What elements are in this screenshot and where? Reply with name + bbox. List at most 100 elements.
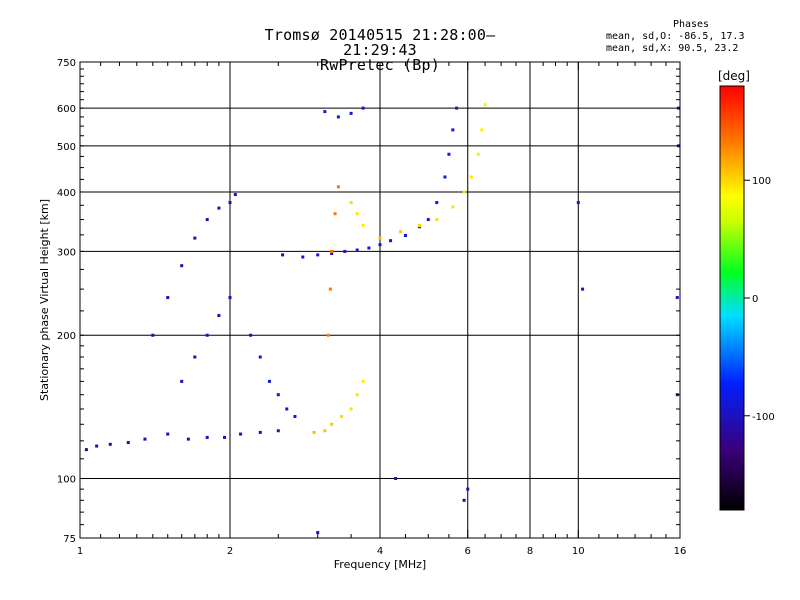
scatter-point [466,487,470,491]
phase-stats-heading: Phases [672,19,710,30]
colorbar-tick-label: -100 [752,412,775,423]
scatter-point [239,432,243,436]
scatter-point [361,224,365,228]
scatter-point [462,190,466,194]
scatter-point [378,243,382,247]
scatter-point [361,379,365,383]
scatter-point [228,296,232,300]
scatter-point [228,201,232,205]
y-tick-label: 750 [57,58,76,69]
scatter-point [180,264,184,268]
scatter-point [166,296,170,300]
scatter-point [443,175,447,179]
scatter-point [426,218,430,222]
scatter-point [355,248,359,252]
phase-stats-x: mean, sd,X: 90.5, 23.2 [606,43,739,54]
x-tick-label: 10 [572,546,585,557]
scatter-point [675,296,679,300]
scatter-point [258,355,262,359]
y-tick-label: 75 [63,534,76,545]
scatter-point [193,236,197,240]
scatter-point [330,251,334,255]
scatter-point [361,106,365,110]
y-tick-label: 500 [57,142,76,153]
scatter-points [84,103,681,535]
title-line-1: Tromsø 20140515 21:28:00–21:29:43 [264,26,496,59]
scatter-point [328,287,332,291]
scatter-point [301,255,305,259]
x-tick-label: 6 [465,546,471,557]
scatter-point [95,444,99,448]
x-tick-label: 1 [77,546,83,557]
scatter-point [447,152,451,156]
chart-title: Tromsø 20140515 21:28:00–21:29:43 RwPret… [250,28,510,73]
scatter-point [108,442,112,446]
scatter-point [316,253,320,257]
scatter-point [476,152,480,156]
scatter-point [143,437,147,441]
plot-grid [80,62,680,538]
y-tick-label: 300 [57,247,76,258]
colorbar-tick-label: 100 [752,176,771,187]
scatter-point [367,246,371,250]
scatter-point [480,128,484,132]
scatter-point [186,437,190,441]
y-tick-label: 600 [57,104,76,115]
colorbar-gradient [719,85,745,511]
scatter-point [258,430,262,434]
scatter-point [285,407,289,411]
scatter-point [435,218,439,222]
scatter-point [205,435,209,439]
scatter-point [399,230,403,234]
x-tick-label: 4 [377,546,383,557]
scatter-point [151,333,155,337]
scatter-point [205,218,209,222]
scatter-point [217,206,221,210]
scatter-point [389,239,393,243]
scatter-point [276,393,280,397]
scatter-point [281,253,285,257]
scatter-point [340,414,344,418]
phase-stats: Phases mean, sd,O: -86.5, 17.3 mean, sd,… [606,19,776,55]
x-tick-label: 2 [227,546,233,557]
scatter-point [217,314,221,318]
scatter-point [581,287,585,291]
scatter-point [267,379,271,383]
x-axis-ticks: 1 2 4 6 8 10 16 [77,62,687,557]
scatter-point [336,185,340,189]
scatter-point [417,224,421,228]
y-tick-label: 200 [57,331,76,342]
scatter-point [349,111,353,115]
x-tick-label: 8 [527,546,533,557]
scatter-point [323,429,327,433]
scatter-point [355,212,359,216]
colorbar-tick-label: 0 [752,294,758,305]
scatter-point [233,193,237,197]
scatter-point [323,110,327,114]
colorbar-ticks: 100 0 -100 [744,176,775,423]
colorbar: [deg] 100 0 -100 [718,69,775,511]
x-axis-label: Frequency [MHz] [334,558,426,571]
scatter-point [455,106,459,110]
scatter-point [193,355,197,359]
scatter-point [293,414,297,418]
x-tick-label: 16 [674,546,687,557]
scatter-point [349,407,353,411]
scatter-point [394,477,398,481]
scatter-point [276,429,280,433]
phase-stats-o: mean, sd,O: -86.5, 17.3 [606,31,745,42]
scatter-point [326,333,330,337]
scatter-point [462,498,466,502]
scatter-point [378,236,382,240]
scatter-point [576,201,580,205]
y-tick-label: 100 [57,475,76,486]
scatter-point [435,201,439,205]
scatter-point [330,249,334,253]
scatter-point [451,205,455,209]
scatter-point [469,175,473,179]
scatter-point [166,432,170,436]
scatter-point [333,212,337,216]
scatter-point [312,430,316,434]
y-axis-label: Stationary phase Virtual Height [km] [38,199,51,401]
scatter-point [84,448,88,452]
